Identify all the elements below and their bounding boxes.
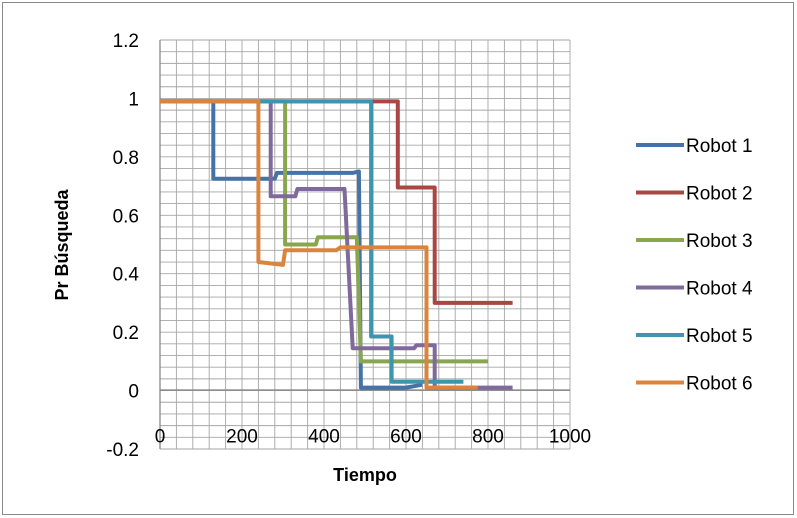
series-line-robot-5 [160, 99, 464, 384]
x-tick-label: 800 [472, 427, 504, 448]
axes [159, 40, 570, 449]
x-tick-label: 0 [155, 427, 166, 448]
x-tick-label: 200 [226, 427, 258, 448]
y-tick-label: 1.2 [113, 31, 139, 52]
series-line-robot-3 [160, 99, 488, 364]
x-tick-label: 600 [390, 427, 422, 448]
y-tick-label: 0.2 [113, 323, 139, 344]
legend-label: Robot 2 [686, 184, 753, 205]
x-tick-labels: 0 200 400 600 800 1000 [155, 427, 591, 448]
legend-label: Robot 6 [686, 374, 753, 395]
series-line-robot-6 [160, 99, 478, 390]
y-tick-label: -0.2 [106, 440, 139, 461]
y-tick-label: 0 [128, 382, 139, 403]
legend-label: Robot 1 [686, 136, 753, 157]
series-lines [160, 99, 513, 390]
legend-label: Robot 4 [686, 279, 753, 300]
y-tick-label: 1 [128, 89, 139, 110]
x-tick-label: 1000 [549, 427, 591, 448]
legend-label: Robot 5 [686, 326, 753, 347]
legend: Robot 1 Robot 2 Robot 3 Robot 4 Robot 5 Robot… [636, 136, 753, 395]
y-tick-label: 0.8 [113, 148, 139, 169]
legend-label: Robot 3 [686, 231, 753, 252]
y-tick-label: 0.4 [113, 265, 140, 286]
x-tick-label: 400 [308, 427, 340, 448]
series-line-robot-1 [160, 99, 423, 390]
y-axis-title: Pr Búsqueda [52, 189, 72, 301]
x-axis-title: Tiempo [333, 465, 397, 485]
series-line-robot-4 [160, 99, 513, 390]
y-tick-label: 0.6 [113, 206, 139, 227]
y-tick-labels: -0.2 0 0.2 0.4 0.6 0.8 1 1.2 [106, 31, 139, 461]
